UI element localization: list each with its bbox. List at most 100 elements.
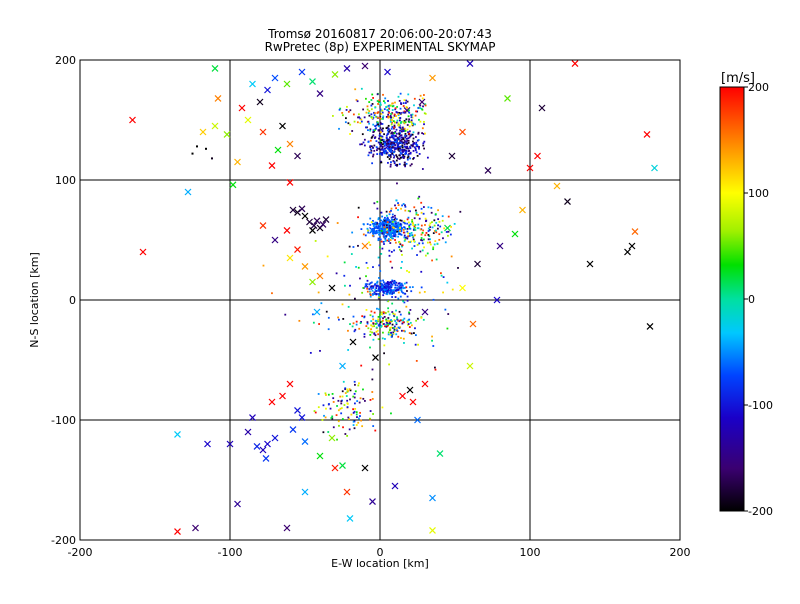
density-dot xyxy=(377,256,380,259)
density-dot xyxy=(335,414,338,417)
density-dot xyxy=(393,314,395,317)
density-dot xyxy=(404,132,407,135)
density-dot xyxy=(361,133,364,136)
density-dot xyxy=(416,317,419,320)
density-dot xyxy=(364,285,367,288)
x-tick-label: -100 xyxy=(218,546,243,559)
density-dot xyxy=(398,163,401,166)
density-dot xyxy=(399,233,402,236)
data-point-cross xyxy=(234,158,241,166)
data-point-cross xyxy=(519,206,526,214)
density-dot xyxy=(391,218,394,221)
density-dot xyxy=(397,228,400,230)
density-dot xyxy=(385,219,388,222)
density-dot xyxy=(386,320,389,323)
density-dot xyxy=(390,132,393,135)
density-dot xyxy=(387,220,390,222)
density-dot xyxy=(387,307,390,310)
density-dot xyxy=(284,313,287,316)
density-dot xyxy=(386,105,389,108)
density-dot xyxy=(375,225,378,228)
density-dot xyxy=(384,97,387,100)
density-dot xyxy=(398,126,401,129)
density-dot xyxy=(399,149,402,152)
density-dot xyxy=(347,122,350,125)
colorbar-tick-label: -100 xyxy=(748,399,773,412)
density-dot xyxy=(397,147,400,150)
density-dot xyxy=(384,150,387,152)
density-dot xyxy=(386,231,389,234)
density-dot xyxy=(377,333,379,336)
density-dot xyxy=(377,318,380,321)
density-dot xyxy=(416,110,419,113)
density-dot xyxy=(445,231,448,233)
density-dot xyxy=(395,289,398,292)
density-dot xyxy=(366,322,369,325)
density-dot xyxy=(352,408,355,411)
data-point-cross xyxy=(234,500,241,508)
density-dot xyxy=(403,301,406,304)
density-dot xyxy=(375,140,378,142)
density-dot xyxy=(374,283,377,285)
density-dot xyxy=(355,323,358,326)
density-dot xyxy=(424,103,427,106)
density-dot xyxy=(373,144,376,147)
density-dot xyxy=(355,320,358,323)
density-dot xyxy=(385,214,388,217)
density-dot xyxy=(399,229,401,232)
density-dot xyxy=(364,283,367,286)
density-dot xyxy=(401,204,404,207)
density-dot xyxy=(393,228,396,231)
density-dot xyxy=(387,233,389,235)
density-dot xyxy=(380,118,383,120)
density-dot xyxy=(424,132,426,135)
density-dot xyxy=(401,146,404,149)
density-dot xyxy=(399,134,402,137)
density-dot xyxy=(397,230,400,233)
density-dot xyxy=(444,241,447,244)
density-dot xyxy=(372,413,374,415)
density-dot xyxy=(418,291,421,294)
density-dot xyxy=(386,151,389,154)
data-point-cross xyxy=(313,217,321,225)
density-dot xyxy=(373,149,376,152)
density-dot xyxy=(382,150,385,153)
data-point-cross xyxy=(268,162,276,170)
density-dot xyxy=(393,141,395,143)
density-dot xyxy=(368,122,371,125)
density-dot xyxy=(389,229,392,232)
density-dot xyxy=(415,143,417,145)
density-dot xyxy=(417,197,420,200)
density-dot xyxy=(405,305,408,308)
density-dot xyxy=(406,100,409,103)
density-dot xyxy=(396,119,399,122)
density-dot xyxy=(374,112,376,115)
density-dot xyxy=(357,113,360,116)
data-point-cross xyxy=(319,220,327,228)
density-dot xyxy=(401,284,404,287)
density-dot xyxy=(398,241,401,244)
density-dot xyxy=(369,417,371,420)
density-dot xyxy=(342,380,345,383)
density-dot xyxy=(404,102,407,104)
density-dot xyxy=(399,326,402,329)
density-dot xyxy=(365,261,368,264)
chart-title: Tromsø 20160817 20:06:00-20:07:43 xyxy=(267,27,492,41)
density-dot xyxy=(382,115,385,118)
data-point-cross xyxy=(310,222,318,230)
density-dot xyxy=(411,286,414,288)
density-dot xyxy=(397,122,400,125)
data-point-cross xyxy=(322,216,330,224)
density-dot xyxy=(406,218,409,221)
density-dot xyxy=(381,109,384,112)
density-dot xyxy=(398,145,401,148)
density-dot xyxy=(408,136,411,139)
density-dot xyxy=(419,104,422,107)
density-dot xyxy=(398,286,401,289)
data-point-cross xyxy=(223,130,231,138)
density-dot xyxy=(380,288,383,291)
density-dot xyxy=(378,227,381,229)
density-dot xyxy=(390,148,392,150)
density-dot xyxy=(396,163,399,166)
density-dot xyxy=(366,105,369,108)
